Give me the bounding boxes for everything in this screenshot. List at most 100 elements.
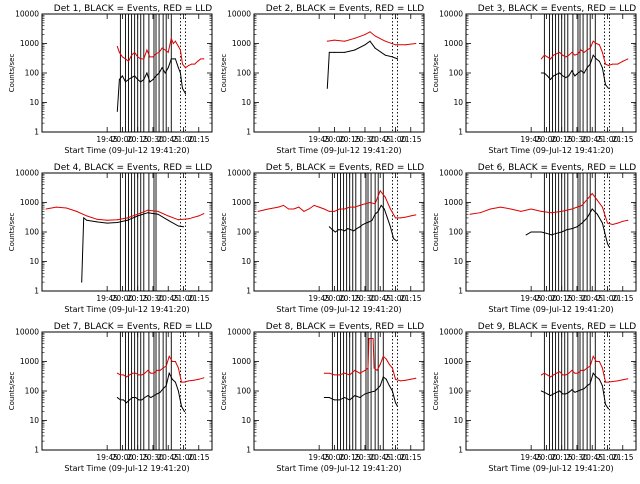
data-point-events [598, 60, 600, 62]
y-axis-label: Counts/sec [8, 372, 16, 411]
x-tick-label: 20:00 [324, 135, 346, 144]
data-point-events [131, 77, 133, 79]
data-point-lld [574, 54, 576, 56]
data-point-lld [137, 213, 139, 215]
x-tick-label: 20:45 [157, 135, 179, 144]
y-axis-label: Counts/sec [220, 372, 228, 411]
y-tick-label: 1000 [444, 198, 463, 207]
data-point-events [374, 390, 376, 392]
data-point-events [344, 51, 346, 53]
x-tick-label: 21:00 [597, 453, 619, 462]
series-line-lld [541, 355, 628, 383]
data-point-lld [374, 35, 376, 37]
data-point-events [583, 72, 585, 74]
data-point-events [388, 385, 390, 387]
data-point-lld [86, 215, 88, 217]
x-tick-label: 20:00 [112, 453, 134, 462]
data-point-events [331, 229, 333, 231]
data-point-events [119, 399, 121, 401]
panel-title: Det 3, BLACK = Events, RED = LLD [478, 4, 637, 14]
detector-panel-7: Det 7, BLACK = Events, RED = LLD Counts/s… [8, 322, 213, 473]
x-tick-label: 21:00 [385, 453, 407, 462]
data-point-lld [106, 219, 108, 221]
data-point-lld [141, 374, 143, 376]
data-point-lld [354, 369, 356, 371]
data-point-lld [405, 44, 407, 46]
data-point-lld [580, 49, 582, 51]
data-point-lld [164, 49, 166, 51]
x-tick-label: 20:15 [551, 453, 573, 462]
data-point-lld [469, 213, 471, 215]
data-point-events [577, 390, 579, 392]
data-point-lld [565, 56, 567, 58]
data-point-events [333, 51, 335, 53]
x-tick-label: 20:15 [339, 135, 361, 144]
data-point-events [147, 212, 149, 214]
detector-panel-6: Det 6, BLACK = Events, RED = LLD Counts/s… [432, 163, 637, 314]
y-tick-label: 1000 [20, 198, 39, 207]
data-point-events [174, 381, 176, 383]
data-point-lld [171, 361, 173, 362]
detector-panel-2: Det 2, BLACK = Events, RED = LLD Counts/s… [220, 4, 425, 155]
x-tick-label: 20:30 [142, 135, 164, 144]
data-point-lld [124, 58, 126, 60]
data-point-events [333, 399, 335, 401]
data-point-events [182, 226, 184, 228]
data-point-lld [385, 358, 387, 360]
data-point-events [386, 217, 388, 219]
x-tick-label: 20:00 [536, 453, 558, 462]
data-point-events [152, 79, 154, 81]
x-tick-label: 20:00 [112, 135, 134, 144]
data-point-events [356, 228, 358, 230]
data-point-lld [622, 379, 624, 381]
data-point-events [608, 408, 610, 410]
data-point-events [566, 229, 568, 231]
data-point-lld [479, 212, 481, 214]
series-line-events [116, 58, 186, 112]
y-axis-label: Counts/sec [432, 372, 440, 411]
data-point-events [364, 393, 366, 395]
data-point-lld [339, 374, 341, 376]
series-line-events [326, 40, 398, 89]
x-tick-label: 20:45 [157, 294, 179, 303]
data-point-events [551, 234, 553, 236]
data-point-events [177, 225, 179, 227]
data-point-lld [394, 217, 396, 219]
data-point-lld [167, 51, 169, 53]
data-point-events [591, 208, 593, 210]
data-point-lld [257, 210, 259, 212]
data-point-events [135, 397, 137, 399]
data-point-events [391, 56, 393, 58]
data-point-events [354, 49, 356, 51]
data-point-events [326, 87, 328, 89]
data-point-events [609, 246, 611, 248]
data-point-lld [376, 369, 378, 371]
y-tick-label: 10000 [227, 10, 251, 19]
data-point-lld [157, 210, 159, 212]
data-point-lld [193, 379, 195, 381]
data-point-lld [283, 204, 285, 206]
data-point-events [347, 228, 349, 230]
data-point-events [96, 221, 98, 223]
series-line-events [541, 372, 609, 410]
data-point-events [396, 240, 398, 242]
data-point-lld [354, 37, 356, 39]
x-tick-label: 20:15 [551, 294, 573, 303]
data-point-lld [367, 367, 369, 369]
data-point-lld [400, 217, 402, 219]
data-point-events [580, 389, 582, 391]
x-axis-label: Start Time (09-Jul-12 19:41:20) [64, 305, 189, 314]
data-point-events [180, 405, 182, 407]
detector-panel-3: Det 3, BLACK = Events, RED = LLD Counts/s… [432, 4, 637, 155]
x-tick-label: 21:15 [400, 453, 422, 462]
data-point-lld [313, 204, 315, 206]
data-point-events [561, 231, 563, 233]
data-point-lld [571, 369, 573, 371]
series-line-events [116, 371, 185, 412]
data-point-events [565, 77, 567, 79]
data-point-events [369, 391, 371, 393]
data-point-events [362, 223, 364, 225]
data-point-events [168, 372, 170, 374]
x-tick-label: 20:30 [354, 294, 376, 303]
data-point-lld [598, 361, 600, 362]
